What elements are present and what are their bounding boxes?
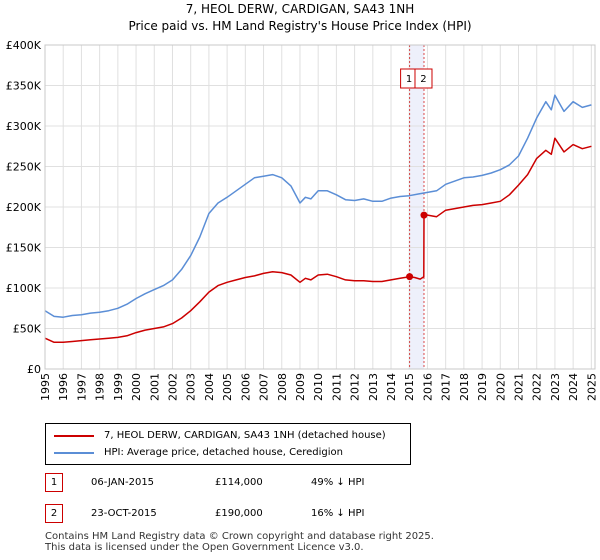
x-tick-label: 2019 [476, 373, 489, 401]
x-tick-label: 2020 [494, 373, 507, 401]
x-tick-label: 2015 [403, 373, 416, 401]
plot-frame [44, 44, 596, 370]
x-tick-label: 1995 [39, 373, 52, 401]
y-tick-label: £50K [13, 323, 42, 336]
x-tick-label: 1998 [94, 373, 107, 401]
x-tick-label: 2011 [330, 373, 343, 401]
y-tick-label: £350K [6, 80, 42, 93]
x-tick-label: 1996 [57, 373, 70, 401]
y-tick-label: £300K [6, 120, 42, 133]
y-tick-label: £100K [6, 282, 42, 295]
x-tick-label: 2013 [367, 373, 380, 401]
chart-title: 7, HEOL DERW, CARDIGAN, SA43 1NH [185, 2, 415, 16]
x-tick-label: 2007 [258, 373, 271, 401]
hpi-line [44, 94, 592, 318]
transaction-date: 06-JAN-2015 [91, 477, 155, 488]
transaction-row: 1 06-JAN-2015 £114,000 49% ↓ HPI [45, 473, 395, 493]
x-tick-label: 2008 [276, 373, 289, 401]
x-tick-label: 1999 [112, 373, 125, 401]
x-tick-label: 2021 [513, 373, 526, 401]
legend: 7, HEOL DERW, CARDIGAN, SA43 1NH (detach… [45, 423, 411, 465]
y-tick-label: £400K [6, 39, 42, 52]
footer-copyright: Contains HM Land Registry data © Crown c… [45, 531, 434, 542]
property-price-line [44, 137, 592, 344]
transaction-marker-label: 2 [420, 74, 426, 85]
x-tick-label: 2012 [349, 373, 362, 401]
y-tick-label: £250K [6, 161, 42, 174]
x-tick-label: 2000 [130, 373, 143, 401]
x-tick-label: 2006 [239, 373, 252, 401]
property-line-swatch [54, 435, 94, 437]
transaction-hpi-diff: 49% ↓ HPI [311, 477, 365, 488]
transaction-badge: 2 [45, 504, 63, 523]
x-tick-label: 2004 [203, 373, 216, 401]
legend-label-property: 7, HEOL DERW, CARDIGAN, SA43 1NH (detach… [104, 430, 386, 441]
x-tick-label: 2014 [385, 373, 398, 401]
x-tick-label: 2016 [421, 373, 434, 401]
x-tick-label: 2018 [458, 373, 471, 401]
x-tick-label: 2003 [185, 373, 198, 401]
transaction-point [420, 211, 428, 219]
transaction-point [406, 273, 414, 281]
transaction-date: 23-OCT-2015 [91, 508, 157, 519]
chart-subtitle: Price paid vs. HM Land Registry's House … [128, 19, 472, 33]
x-tick-label: 2001 [148, 373, 161, 401]
x-tick-label: 2010 [312, 373, 325, 401]
legend-label-hpi: HPI: Average price, detached house, Cere… [104, 447, 343, 458]
x-tick-label: 2025 [585, 373, 598, 401]
transaction-price: £190,000 [215, 508, 263, 519]
x-tick-label: 2023 [549, 373, 562, 401]
footer-licence: This data is licensed under the Open Gov… [45, 542, 364, 553]
hpi-line-swatch [54, 452, 94, 454]
x-tick-label: 2005 [221, 373, 234, 401]
footer: Contains HM Land Registry data © Crown c… [45, 531, 434, 553]
x-tick-label: 1997 [75, 373, 88, 401]
x-tick-label: 2002 [166, 373, 179, 401]
transaction-marker-box [414, 68, 433, 89]
y-tick-label: £200K [6, 201, 42, 214]
transaction-badge: 1 [45, 473, 63, 492]
transaction-price: £114,000 [215, 477, 263, 488]
y-tick-label: £150K [6, 242, 42, 255]
transaction-hpi-diff: 16% ↓ HPI [311, 508, 365, 519]
transaction-row: 2 23-OCT-2015 £190,000 16% ↓ HPI [45, 504, 395, 524]
price-chart: £0 £50K £100K £150K £200K £250K £300K £350K £400… [6, 39, 599, 401]
x-tick-label: 2009 [294, 373, 307, 401]
x-tick-label: 2022 [531, 373, 544, 401]
y-tick-label: £0 [27, 363, 41, 376]
transaction-marker-label: 1 [406, 74, 412, 85]
x-tick-label: 2024 [567, 373, 580, 401]
x-tick-label: 2017 [440, 373, 453, 401]
